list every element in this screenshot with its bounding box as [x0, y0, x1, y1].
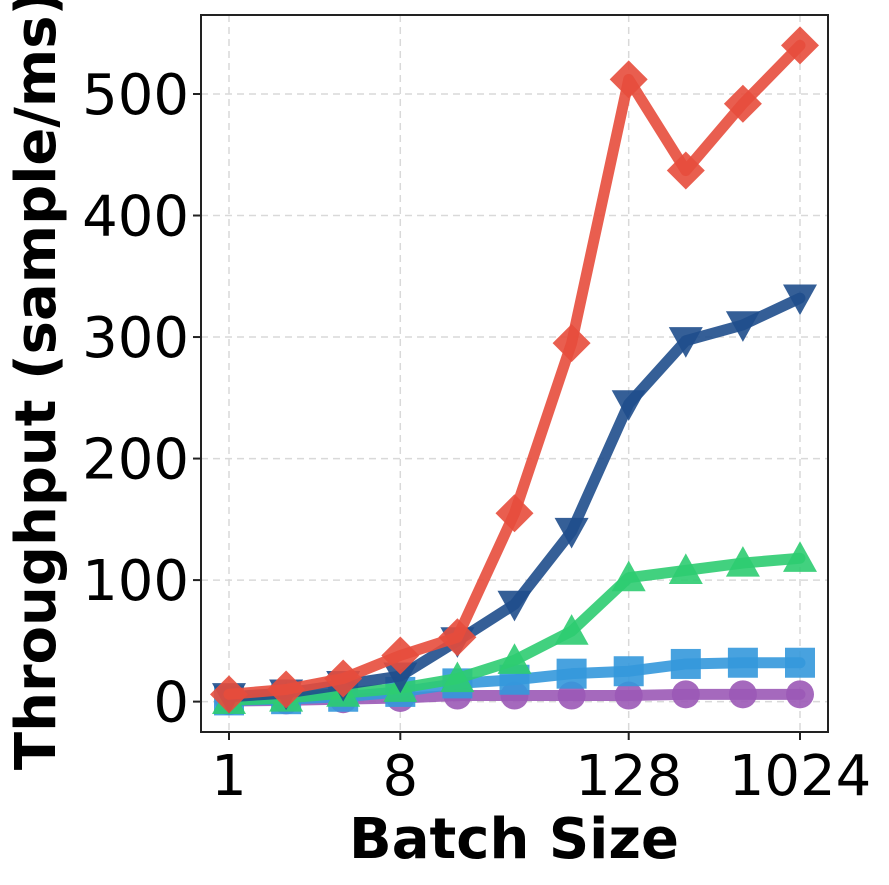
data-point-square [613, 656, 644, 687]
series-layer [210, 26, 819, 716]
series-triangle-up [212, 541, 817, 715]
data-point-triangle-down [725, 311, 760, 342]
data-point-triangle-up [783, 541, 817, 572]
data-point-square [670, 648, 701, 679]
data-point-diamond [267, 670, 306, 709]
y-tick-label: 100 [82, 549, 189, 614]
data-point-triangle-down [783, 284, 817, 316]
data-point-triangle-down [554, 517, 589, 549]
y-tick-label: 500 [82, 63, 189, 128]
y-tick-label: 0 [153, 671, 189, 736]
data-point-diamond [495, 494, 534, 533]
data-point-triangle-down [383, 662, 418, 694]
x-tick-label: 1 [211, 744, 247, 809]
y-tick-label: 300 [82, 306, 189, 371]
data-point-triangle-down [497, 590, 532, 622]
data-point-square [785, 647, 815, 678]
data-point-triangle-up [440, 661, 475, 693]
data-point-triangle-up [554, 614, 589, 645]
data-point-diamond [666, 151, 705, 190]
x-axis-label: Batch Size [349, 807, 679, 872]
data-point-diamond [609, 60, 648, 99]
x-tick-label: 128 [575, 744, 682, 809]
data-point-diamond [438, 618, 477, 657]
data-point-triangle-up [497, 643, 532, 674]
y-tick-label: 200 [82, 428, 189, 493]
data-point-diamond [723, 84, 762, 123]
data-point-triangle-down [611, 390, 646, 421]
data-point-triangle-up [668, 553, 703, 584]
series-diamond [210, 26, 819, 714]
x-tick-label: 1024 [729, 744, 872, 809]
data-point-circle [671, 680, 700, 709]
data-point-diamond [781, 26, 819, 65]
y-tick-label: 400 [82, 185, 189, 250]
data-point-triangle-down [668, 327, 703, 358]
plot-frame [200, 14, 829, 733]
data-point-diamond [210, 675, 248, 714]
data-point-square [727, 647, 758, 678]
data-point-circle [786, 680, 814, 709]
tick-layer: 0 100 200 300 400 500 1 8 128 1024 [82, 63, 871, 809]
data-point-circle [614, 681, 643, 710]
data-point-diamond [381, 636, 420, 675]
x-tick-label: 8 [382, 744, 418, 809]
data-point-square [556, 658, 587, 689]
y-axis-label: Throughput (sample/ms) [4, 0, 69, 770]
data-point-circle [728, 680, 757, 709]
data-point-triangle-up [611, 560, 646, 592]
data-point-diamond [324, 659, 363, 698]
data-point-triangle-up [725, 546, 760, 577]
data-point-diamond [552, 324, 591, 363]
